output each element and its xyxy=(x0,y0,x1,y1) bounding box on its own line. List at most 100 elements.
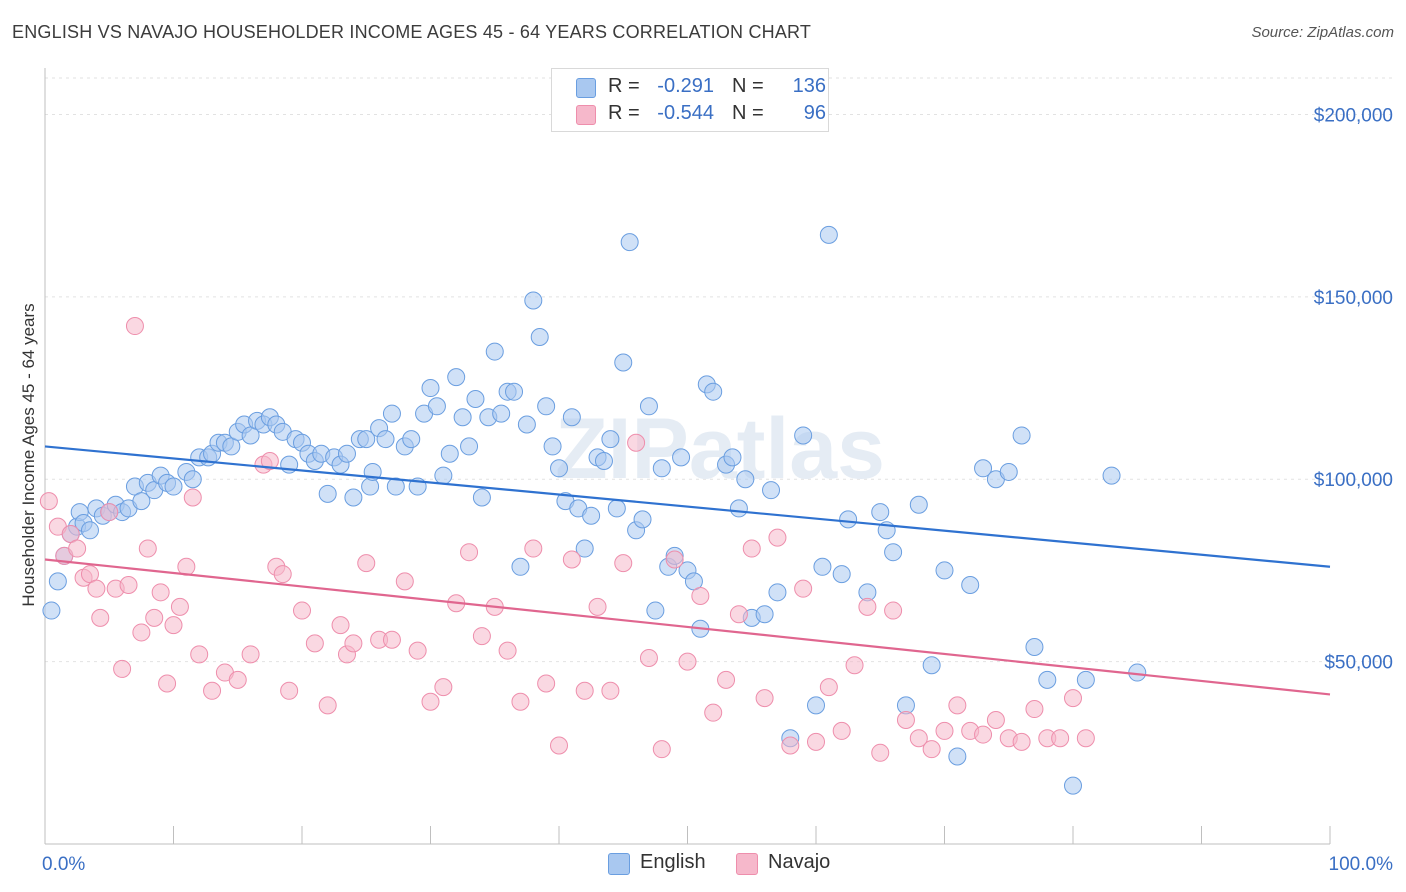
english-point xyxy=(337,444,356,463)
grid-lines xyxy=(45,77,1394,663)
navajo-point xyxy=(203,681,222,700)
navajo-point xyxy=(87,579,106,598)
navajo-point xyxy=(550,736,568,755)
y-tick-label: $50,000 xyxy=(1324,653,1393,674)
navajo-trend-line xyxy=(44,558,1331,696)
navajo-point xyxy=(652,740,671,759)
n-value: 96 xyxy=(803,102,826,124)
english-point xyxy=(344,488,363,507)
navajo-point xyxy=(408,641,427,660)
english-point xyxy=(440,444,459,463)
navajo-point xyxy=(132,623,151,642)
english-point xyxy=(607,499,626,518)
english-point xyxy=(807,696,825,715)
english-point xyxy=(1012,426,1031,445)
english-point xyxy=(376,430,395,449)
navajo-point xyxy=(260,452,279,470)
english-point xyxy=(935,561,954,580)
navajo-point xyxy=(935,721,954,740)
r-label: R = xyxy=(608,102,640,124)
navajo-point xyxy=(357,554,376,573)
english-point xyxy=(736,470,755,489)
navajo-point xyxy=(986,710,1005,729)
axis-labels: $50,000 $100,000 $150,000 $200,000 0.0% 100.0… xyxy=(19,105,1393,875)
english-point xyxy=(550,459,568,478)
english-point xyxy=(132,492,151,511)
navajo-point xyxy=(1076,729,1095,748)
english-point xyxy=(652,459,671,478)
navajo-point xyxy=(729,605,748,624)
r-label: R = xyxy=(608,75,640,97)
trend-lines xyxy=(44,445,1331,696)
english-point xyxy=(871,503,890,522)
navajo-point xyxy=(871,743,890,762)
navajo-point xyxy=(241,645,260,664)
english-point xyxy=(633,510,652,529)
source-label: Source: ZipAtlas.com xyxy=(1251,24,1394,41)
navajo-point xyxy=(896,710,915,729)
navajo-point xyxy=(601,681,620,700)
series-legend: English Navajo xyxy=(0,850,1406,880)
navajo-point xyxy=(434,678,453,697)
english-point xyxy=(832,565,851,584)
navajo-point xyxy=(807,732,825,751)
english-point xyxy=(164,477,183,496)
english-point xyxy=(492,404,511,423)
navajo-point xyxy=(280,681,299,700)
navajo-point xyxy=(627,433,646,452)
english-point xyxy=(511,557,530,576)
english-point xyxy=(80,521,99,540)
navajo-point xyxy=(318,696,337,715)
english-point xyxy=(839,510,858,529)
english-point xyxy=(183,470,202,489)
navajo-point xyxy=(273,565,292,584)
y-tick-label: $150,000 xyxy=(1314,288,1393,309)
english-point xyxy=(318,484,337,503)
english-point xyxy=(974,459,993,478)
navajo-point xyxy=(717,670,736,689)
navajo-point xyxy=(460,543,479,562)
navajo-point xyxy=(190,645,209,664)
english-point xyxy=(646,601,665,620)
navajo-point xyxy=(100,503,119,522)
navajo-point xyxy=(170,597,189,616)
navajo-point xyxy=(113,659,132,678)
navajo-point xyxy=(1064,689,1082,708)
navajo-point xyxy=(781,736,800,755)
navajo-point xyxy=(498,641,517,660)
r-value: -0.291 xyxy=(657,75,714,97)
navajo-point xyxy=(588,597,607,616)
y-tick-label: $200,000 xyxy=(1314,105,1393,126)
chart-title: ENGLISH VS NAVAJO HOUSEHOLDER INCOME AGE… xyxy=(12,22,812,42)
x-tick-label-max: 100.0% xyxy=(1329,854,1394,875)
english-swatch xyxy=(576,78,596,98)
navajo-point xyxy=(305,634,324,653)
english-point xyxy=(421,379,440,398)
english-point xyxy=(922,656,941,675)
english-point xyxy=(48,572,67,591)
english-point xyxy=(704,382,723,401)
r-value: -0.544 xyxy=(657,102,714,124)
english-point xyxy=(729,499,748,518)
english-point xyxy=(884,543,903,562)
english-point xyxy=(530,327,549,346)
navajo-point xyxy=(884,601,903,620)
english-point xyxy=(794,426,813,445)
navajo-point xyxy=(858,597,877,616)
navajo-point xyxy=(228,670,247,689)
navajo-point xyxy=(1012,732,1031,751)
english-point xyxy=(537,397,556,416)
y-tick-label: $100,000 xyxy=(1314,470,1393,491)
english-point xyxy=(361,477,380,496)
stats-legend: R = -0.291 N = 136 R = -0.544 N = 96 xyxy=(551,68,829,132)
english-point xyxy=(382,404,401,423)
navajo-point xyxy=(524,539,543,558)
english-point xyxy=(639,397,658,416)
english-point xyxy=(357,430,376,449)
english-point xyxy=(575,539,594,558)
english-point xyxy=(485,342,504,361)
english-point xyxy=(762,481,781,500)
n-value: 136 xyxy=(792,75,826,97)
english-point xyxy=(460,437,479,456)
legend-label: English xyxy=(640,851,706,873)
